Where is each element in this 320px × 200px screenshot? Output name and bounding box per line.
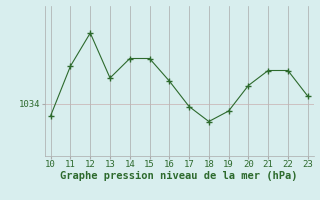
X-axis label: Graphe pression niveau de la mer (hPa): Graphe pression niveau de la mer (hPa) [60,171,298,181]
